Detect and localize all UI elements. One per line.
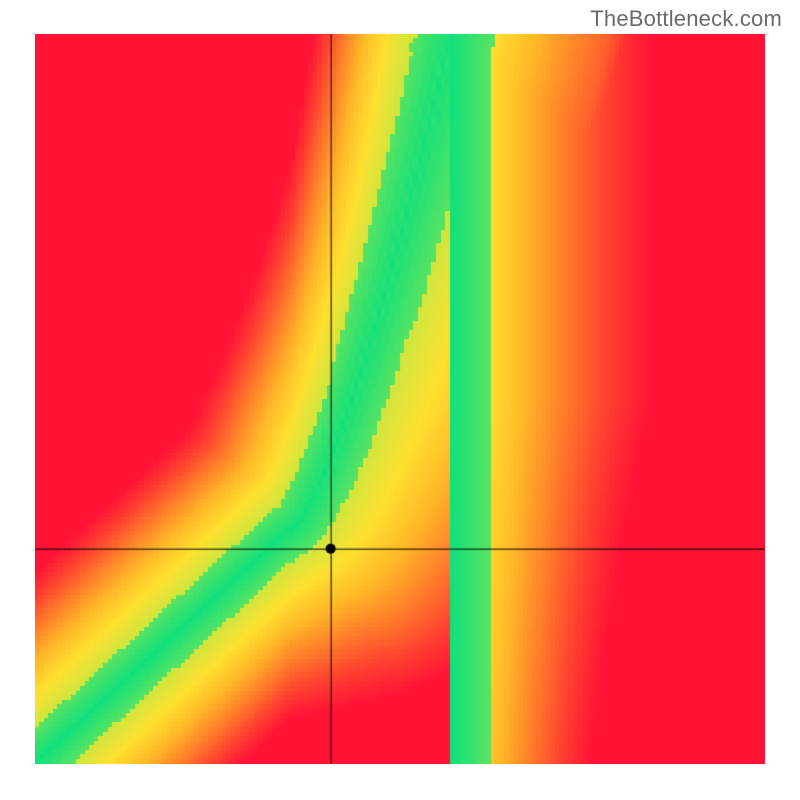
watermark-text: TheBottleneck.com [590,6,782,32]
heatmap-chart [35,34,765,764]
heatmap-canvas [35,34,765,764]
